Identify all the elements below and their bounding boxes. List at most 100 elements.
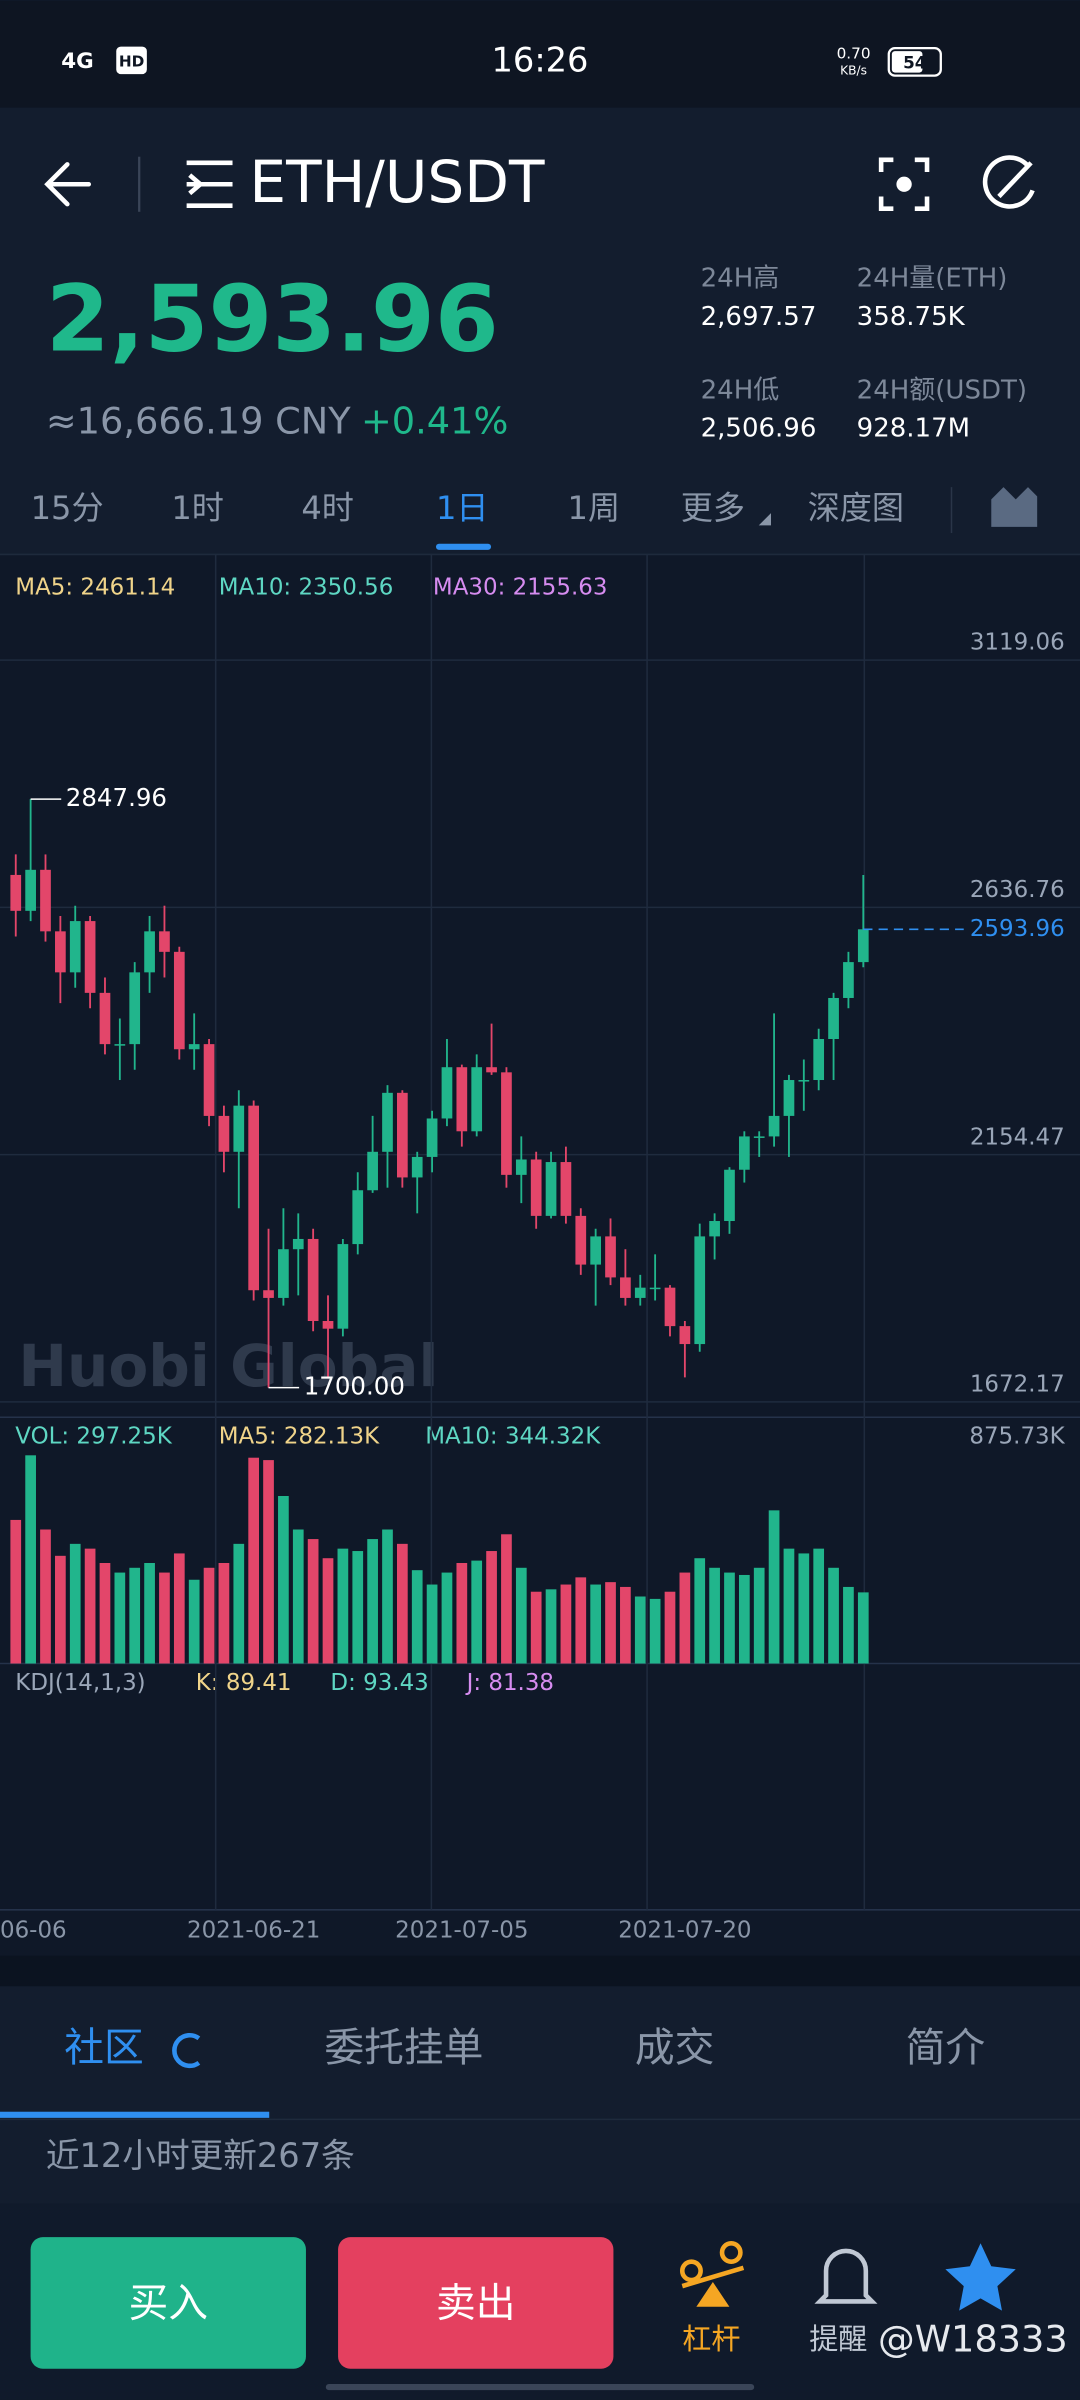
volume-bar <box>560 1584 572 1664</box>
candle-body <box>188 1044 200 1050</box>
x-tick-label: 2021-06-21 <box>187 1918 320 1944</box>
volume-bar <box>40 1529 51 1664</box>
volume-bar <box>738 1574 750 1664</box>
stat-value: 2,697.57 <box>701 302 817 332</box>
volume-bar <box>753 1567 765 1664</box>
tab[interactable]: 社区 <box>64 2025 144 2071</box>
candle-body <box>605 1236 616 1278</box>
volume-bar <box>55 1555 66 1664</box>
candle-body <box>337 1244 349 1329</box>
leverage-button[interactable]: 杠杆 <box>679 2240 745 2356</box>
battery-level <box>891 51 923 73</box>
tabs-bg <box>0 1986 1080 2204</box>
candle-body <box>783 1080 795 1116</box>
bell-icon <box>814 2248 878 2304</box>
candle-body <box>456 1067 468 1132</box>
back-arrow <box>44 162 92 207</box>
refresh-icon[interactable] <box>172 2032 201 2069</box>
interval[interactable]: 深度图 <box>808 489 904 527</box>
tab-indicator <box>0 2111 270 2118</box>
tab[interactable]: 委托挂单 <box>324 2025 483 2071</box>
candle-body <box>620 1277 631 1298</box>
volume-bar <box>575 1577 587 1664</box>
volume-bar <box>649 1598 661 1664</box>
menu-icon[interactable] <box>186 160 233 208</box>
interval[interactable]: 15分 <box>31 489 104 527</box>
share-icon[interactable] <box>982 155 1035 209</box>
volume-bar <box>486 1551 497 1664</box>
volume-bar <box>843 1586 854 1664</box>
stat-value: 2,506.96 <box>701 414 817 444</box>
candle-body <box>292 1238 304 1250</box>
candle-body <box>486 1067 497 1073</box>
cny-price: ≈16,666.19 CNY <box>46 399 351 442</box>
volume-bar <box>471 1560 483 1664</box>
volume-bar <box>857 1592 869 1664</box>
volume-bar <box>605 1582 616 1664</box>
hd-badge <box>116 46 147 75</box>
volume-bar <box>352 1551 364 1664</box>
candle-body <box>545 1162 557 1216</box>
volume-bar <box>84 1548 96 1664</box>
interval[interactable]: 4时 <box>301 489 354 527</box>
settings-icon[interactable] <box>991 487 1038 527</box>
pair: ETH/USDT <box>249 148 545 216</box>
volume-bar <box>263 1460 274 1664</box>
kdj-label: J: 81.38 <box>465 1670 554 1696</box>
credit: @W18333 <box>878 2318 1068 2361</box>
candle-body <box>694 1236 706 1345</box>
y-tick-label: 2636.76 <box>970 877 1065 903</box>
volume-bar <box>545 1589 557 1664</box>
volume-bar <box>25 1455 36 1664</box>
last-price-label: 2593.96 <box>970 916 1065 942</box>
volume-bar <box>426 1584 438 1664</box>
volume-bar <box>664 1591 676 1664</box>
tab[interactable]: 成交 <box>635 2025 715 2071</box>
scan-icon[interactable] <box>878 157 930 212</box>
vol-label: MA5: 282.13K <box>219 1424 380 1450</box>
interval[interactable]: 1时 <box>171 489 224 527</box>
alert-text: 提醒 <box>809 2322 867 2356</box>
candle-body <box>352 1190 364 1245</box>
kdj-label: D: 93.43 <box>330 1670 428 1696</box>
volume-bar <box>129 1567 141 1664</box>
volume-bar <box>307 1539 319 1664</box>
back-button[interactable] <box>44 162 92 207</box>
interval[interactable]: 1日 <box>436 489 489 527</box>
candle-body <box>367 1151 378 1191</box>
tab[interactable]: 简介 <box>906 2025 986 2071</box>
alert-button[interactable]: 提醒 <box>809 2248 878 2356</box>
share-arrow <box>997 161 1033 199</box>
interval[interactable]: 更多 <box>681 489 745 527</box>
volume-bar <box>515 1567 527 1664</box>
volume-bar <box>396 1543 408 1664</box>
kdj-label: KDJ(14,1,3) <box>15 1670 145 1696</box>
battery-text: 54 <box>903 52 926 72</box>
candle-body <box>501 1072 512 1175</box>
interval-indicator <box>435 543 492 550</box>
candle-body <box>426 1118 438 1157</box>
sell-button[interactable]: 卖出 <box>338 2237 614 2369</box>
volume-bar <box>828 1567 839 1664</box>
volume-bar <box>501 1534 512 1664</box>
volume-bar <box>813 1548 825 1664</box>
buy-button[interactable]: 买入 <box>30 2237 306 2369</box>
volume-bar <box>768 1510 780 1664</box>
volume-bar <box>159 1572 170 1664</box>
candle-body <box>813 1039 825 1081</box>
candle-body <box>144 931 155 973</box>
candle-body <box>396 1092 408 1178</box>
candle-body <box>10 874 22 911</box>
candle-body <box>798 1080 810 1082</box>
sell-text: 卖出 <box>436 2281 516 2327</box>
interval[interactable]: 1周 <box>568 489 621 527</box>
volume-bar <box>322 1558 334 1664</box>
volume-bar <box>114 1572 126 1664</box>
candle-body <box>709 1221 720 1237</box>
candle-body <box>382 1092 393 1152</box>
stat-label: 24H低 <box>701 375 780 405</box>
candle-body <box>560 1162 572 1216</box>
volume-bar <box>590 1584 602 1664</box>
gap <box>0 1955 1080 1987</box>
favorite-icon[interactable] <box>945 2243 1016 2311</box>
